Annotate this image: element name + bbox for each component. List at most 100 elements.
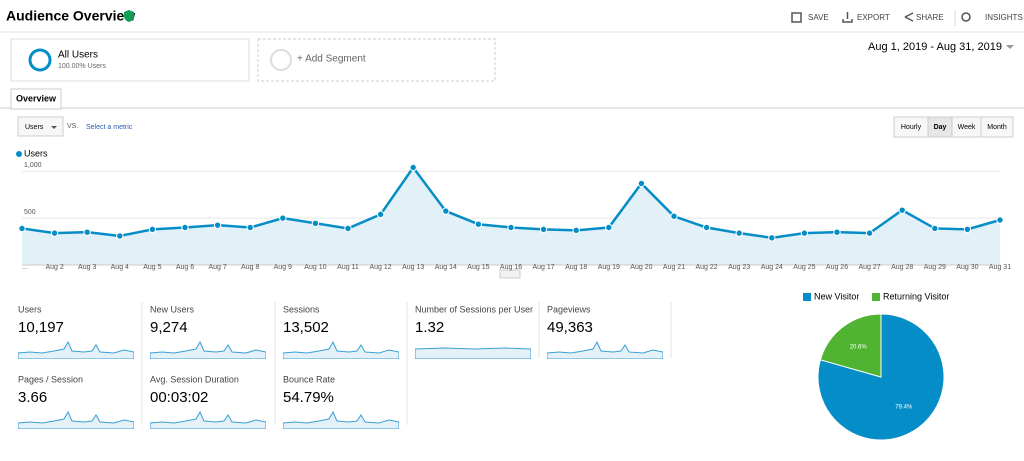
action-icon — [961, 12, 971, 22]
metric-label: Pages / Session — [18, 374, 83, 384]
granularity-button[interactable] — [980, 116, 1014, 138]
point — [50, 229, 59, 237]
segment-detail: 100.00% Users — [58, 63, 106, 70]
x-tick-label: Aug 20 — [630, 264, 652, 271]
x-tick-label: Aug 24 — [761, 264, 783, 271]
x-tick-label: Aug 31 — [989, 264, 1011, 271]
x-tick-label: Aug 12 — [370, 264, 392, 271]
x-tick-label: Aug 29 — [924, 264, 946, 271]
x-tick-label: Aug 19 — [598, 264, 620, 271]
x-tick-label: Aug 2 — [45, 264, 63, 271]
x-tick-label: Aug 25 — [793, 264, 815, 271]
vs-label: VS. — [67, 123, 78, 130]
sparkline — [18, 411, 134, 429]
point — [735, 229, 743, 237]
x-tick-label: Aug 15 — [467, 264, 489, 271]
x-tick-label: Aug 5 — [143, 264, 161, 271]
metric-value: 9,274 — [150, 319, 188, 336]
x-tick-label: Aug 11 — [337, 264, 359, 271]
action-label[interactable]: EXPORT — [857, 13, 890, 22]
action-icon — [791, 12, 802, 23]
segment-name: All Users — [58, 50, 98, 61]
pie-label: 79.4% — [895, 405, 913, 411]
metric-value: 13,502 — [283, 319, 329, 336]
metric-value: 3.66 — [18, 389, 47, 406]
select-metric[interactable]: Select a metric — [86, 124, 133, 131]
pie-label: 20.6% — [850, 344, 868, 350]
x-tick-label: Aug 14 — [435, 264, 457, 271]
action-label[interactable]: SHARE — [916, 13, 944, 22]
point — [996, 216, 1004, 224]
metric-value: 00:03:02 — [150, 389, 208, 406]
point — [18, 224, 26, 233]
metric-label: Number of Sessions per User — [415, 304, 533, 314]
x-tick-label: Aug 9 — [274, 264, 292, 271]
point — [605, 223, 613, 232]
granularity-label: Hourly — [901, 124, 922, 131]
resize-handle[interactable] — [499, 269, 521, 279]
x-tick-label: Aug 30 — [956, 264, 978, 271]
point — [116, 232, 124, 240]
granularity-label: Month — [987, 124, 1007, 131]
legend-swatch — [872, 293, 880, 301]
legend-dot — [16, 151, 22, 157]
metric-value: 54.79% — [283, 389, 334, 406]
x-tick-label: Aug 3 — [78, 264, 96, 271]
action-label[interactable]: SAVE — [808, 13, 829, 22]
point — [833, 228, 841, 236]
add-segment-label: + Add Segment — [297, 54, 366, 65]
metric-label: New Users — [150, 304, 195, 314]
point — [376, 210, 385, 219]
point — [507, 223, 515, 232]
point — [963, 225, 972, 234]
sparkline — [150, 341, 266, 359]
point — [409, 163, 417, 172]
x-tick-label: Aug 7 — [208, 264, 226, 271]
dropdown-caret — [51, 126, 57, 129]
segment-card[interactable] — [10, 38, 250, 82]
point — [539, 225, 548, 234]
metric-dropdown[interactable] — [17, 116, 64, 137]
y-tick-label: 500 — [24, 209, 36, 216]
point — [931, 224, 939, 233]
legend-swatch — [803, 293, 811, 301]
point — [181, 223, 189, 232]
point — [865, 229, 874, 237]
point — [898, 206, 906, 214]
point — [148, 225, 157, 234]
x-tick-label: Aug 27 — [859, 264, 881, 271]
sparkline — [283, 411, 399, 429]
add-segment[interactable] — [257, 38, 496, 82]
tab[interactable] — [10, 88, 62, 110]
x-tick-label: Aug 4 — [111, 264, 129, 271]
metric-label: Avg. Session Duration — [150, 374, 239, 384]
date-caret — [1006, 45, 1014, 49]
metric-value: 1.32 — [415, 319, 444, 336]
sparkline — [150, 411, 266, 429]
point — [474, 220, 483, 228]
x-tick-label: Aug 8 — [241, 264, 259, 271]
tab-label: Overview — [16, 93, 57, 103]
action-icon — [842, 12, 853, 23]
metric-label: Sessions — [283, 304, 320, 314]
legend-label: New Visitor — [814, 291, 859, 301]
sparkline — [283, 341, 399, 359]
x-tick-label: Aug 17 — [533, 264, 555, 271]
metric-value: 49,363 — [547, 319, 593, 336]
point — [83, 228, 91, 236]
granularity-label: Day — [934, 124, 947, 131]
legend-label: Returning Visitor — [883, 291, 949, 301]
point — [768, 234, 776, 242]
pie-slice — [819, 313, 882, 378]
action-label[interactable]: INSIGHTS — [985, 13, 1023, 22]
date-range[interactable]: Aug 1, 2019 - Aug 31, 2019 — [868, 41, 1002, 53]
sparkline — [547, 341, 663, 359]
x-tick-label: Aug 21 — [663, 264, 685, 271]
metric-label: Bounce Rate — [283, 374, 335, 384]
granularity-label: Week — [958, 124, 976, 131]
page-title: Audience Overview — [6, 8, 135, 24]
x-tick-label: ... — [22, 264, 28, 271]
point — [702, 223, 711, 232]
segment-icon — [28, 48, 52, 72]
